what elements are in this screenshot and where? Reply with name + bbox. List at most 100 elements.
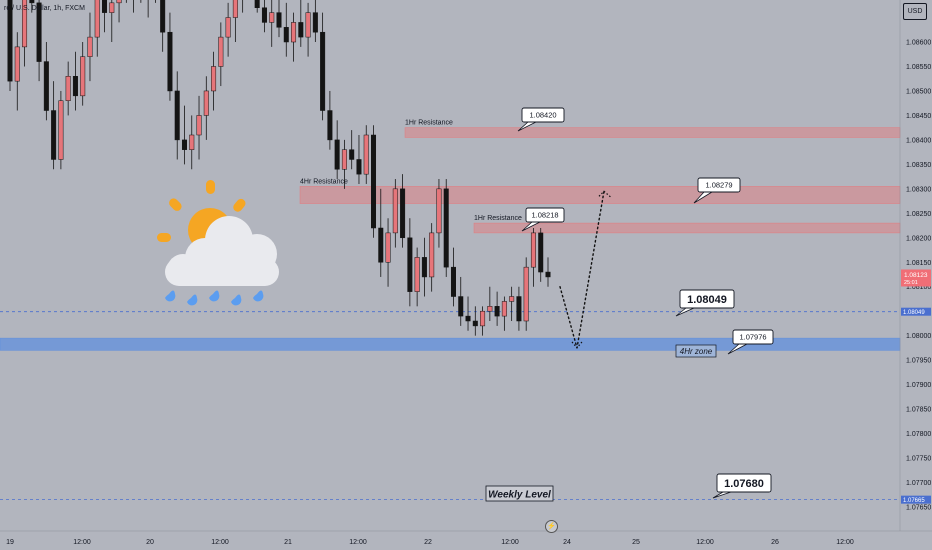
candle <box>133 0 134 13</box>
candle <box>291 12 297 62</box>
callout-box <box>697 177 741 193</box>
candle <box>14 32 20 111</box>
candle <box>429 223 435 292</box>
candle-body <box>341 149 347 170</box>
price-callout[interactable]: 1.08218 <box>521 207 565 232</box>
currency-badge[interactable]: USD <box>903 3 927 20</box>
candle <box>116 0 122 23</box>
candle <box>371 125 377 238</box>
candle-body <box>465 315 471 322</box>
callout-label: 1.07976 <box>739 333 766 342</box>
candle-body <box>189 134 195 150</box>
candle-body <box>356 159 362 175</box>
candle-body <box>414 257 420 292</box>
x-tick-label: 12:00 <box>211 539 229 546</box>
candle <box>174 71 180 160</box>
candle-body <box>443 188 449 268</box>
candle-body <box>211 66 217 92</box>
y-tick-label: 1.08250 <box>906 211 931 218</box>
zone-label: 4Hr Resistance <box>300 178 348 185</box>
candle-body <box>232 0 238 18</box>
candle-body <box>109 2 115 13</box>
price-callout[interactable]: 1.07976 <box>727 329 774 355</box>
price-callout[interactable]: 1.08420 <box>517 107 565 132</box>
candle <box>523 257 529 331</box>
candle <box>509 286 515 321</box>
lightning-icon[interactable]: ⚡ <box>545 520 558 533</box>
callout-box <box>521 107 565 123</box>
callout-box <box>525 207 565 223</box>
symbol-title: ro / U.S. Dollar, 1h, FXCM <box>4 5 85 12</box>
candle-body <box>501 301 507 317</box>
current-price-text: 1.08123 <box>904 272 928 279</box>
candle <box>51 81 57 170</box>
candle <box>443 179 449 277</box>
candle-body <box>160 0 166 33</box>
price-callout[interactable]: 1.08279 <box>693 177 741 204</box>
candle <box>147 0 149 18</box>
x-tick-label: 25 <box>632 539 640 546</box>
zone-band <box>404 127 901 138</box>
candle <box>125 0 127 3</box>
candle-body <box>545 271 551 278</box>
candle-body <box>298 22 304 38</box>
candle-body <box>196 115 202 136</box>
x-tick-label: 12:00 <box>73 539 91 546</box>
candle-body <box>203 90 209 116</box>
y-tick-label: 1.08350 <box>906 162 931 169</box>
candle-body <box>167 31 173 92</box>
candle-body <box>305 12 311 38</box>
callout-label: 1.08279 <box>705 181 732 190</box>
candle-body <box>51 110 57 160</box>
candle <box>203 76 209 140</box>
x-tick-label: 21 <box>284 539 292 546</box>
candle <box>283 2 289 57</box>
candle-body <box>174 90 180 141</box>
candle-body <box>480 310 486 327</box>
candle-body <box>80 56 86 97</box>
candle-body <box>363 134 369 175</box>
candle-body <box>494 306 500 317</box>
candle-body <box>14 46 20 82</box>
candle-body <box>43 61 49 111</box>
price-callout[interactable]: 1.07680 <box>712 473 772 499</box>
candle-body <box>538 232 544 273</box>
candle <box>102 0 108 33</box>
candle <box>392 179 398 248</box>
candle <box>109 0 115 42</box>
y-tick-label: 1.07900 <box>906 382 931 389</box>
level-price-tag <box>901 495 931 504</box>
price-callout[interactable]: 1.08049 <box>675 289 735 317</box>
x-tick-label: 12:00 <box>696 539 714 546</box>
candle-body <box>371 134 377 229</box>
candle <box>378 188 384 277</box>
candle-body <box>225 17 231 38</box>
candle-body <box>516 296 522 322</box>
callout-box <box>679 289 735 309</box>
candle-body <box>29 0 35 4</box>
candle-body <box>392 188 398 234</box>
candle-body <box>102 0 108 13</box>
callout-box <box>732 329 774 345</box>
candle <box>160 0 166 52</box>
candle-body <box>429 232 435 278</box>
candle-body <box>385 232 391 263</box>
candle <box>80 42 86 106</box>
candle-body <box>407 237 413 292</box>
candle <box>196 95 202 160</box>
candle <box>43 42 49 121</box>
candle <box>269 0 275 47</box>
candle-body <box>349 149 355 160</box>
candle-body <box>283 27 289 43</box>
candle <box>232 0 238 42</box>
candle <box>189 115 195 170</box>
candle-body <box>36 2 42 62</box>
projection-path <box>559 190 605 349</box>
candle-body <box>421 257 427 278</box>
candle <box>7 0 13 91</box>
candle <box>254 0 260 13</box>
zone-band <box>473 222 901 234</box>
candle <box>155 0 156 3</box>
